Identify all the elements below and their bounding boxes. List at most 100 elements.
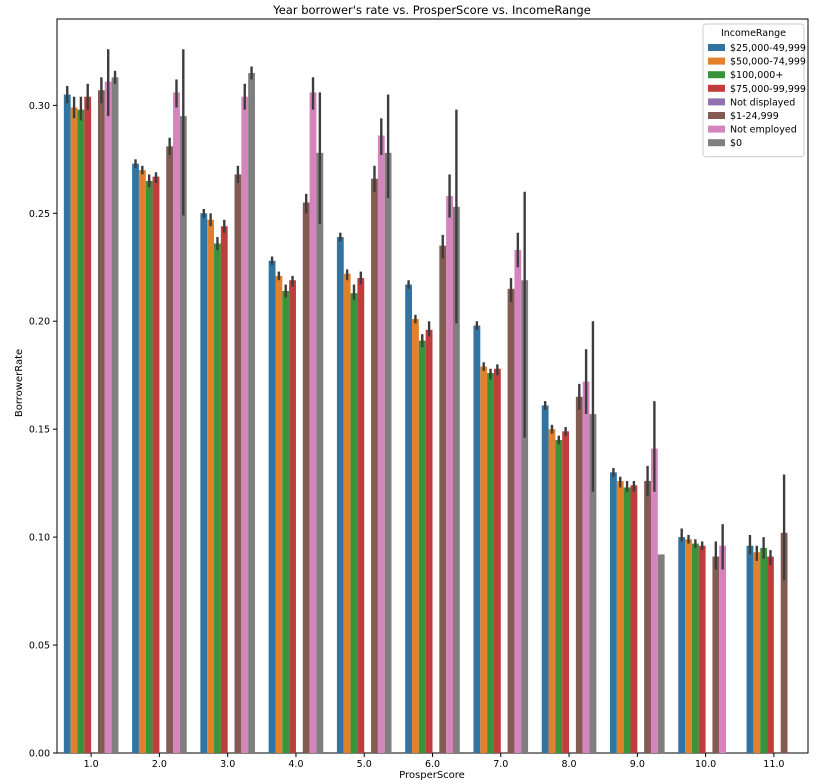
legend-item-label: $50,000-74,999	[730, 57, 806, 68]
x-tick-label: 11.0	[763, 759, 784, 770]
y-tick-label: 0.15	[29, 425, 50, 436]
bar	[589, 414, 597, 753]
legend-swatch	[708, 98, 725, 106]
bar	[418, 340, 426, 753]
x-tick-label: 10.0	[695, 759, 716, 770]
bar	[493, 368, 501, 753]
legend-swatch	[708, 139, 725, 147]
bar	[548, 429, 556, 753]
legend-item-label: $25,000-49,999	[730, 43, 806, 54]
bar	[350, 293, 358, 753]
bar	[268, 260, 276, 753]
y-tick-label: 0.25	[29, 209, 50, 220]
bar	[650, 448, 658, 753]
bar	[712, 556, 720, 753]
bar	[760, 547, 768, 753]
bar	[562, 431, 570, 753]
bar	[132, 163, 139, 753]
y-tick-label: 0.10	[29, 533, 50, 544]
legend-title: IncomeRange	[721, 28, 786, 39]
legend-item-label: $0	[730, 138, 742, 149]
y-axis: 0.00 0.05 0.10 0.15 0.20 0.25 0.30	[29, 101, 57, 760]
bar	[111, 77, 119, 754]
chart-title: Year borrower's rate vs. ProsperScore vs…	[272, 3, 591, 17]
x-tick-label: 9.0	[630, 759, 645, 770]
bar	[446, 196, 453, 753]
error-bars-layer	[66, 49, 786, 581]
bar	[166, 146, 174, 753]
x-axis: 1.0 2.0 3.0 4.0 5.0 6.0 7.0 8.0 9.0 10.0 11.0	[84, 753, 784, 770]
bar	[138, 170, 146, 753]
bar	[575, 396, 583, 753]
x-tick-label: 1.0	[84, 759, 99, 770]
bar	[685, 539, 692, 753]
bar	[521, 280, 529, 753]
bar	[452, 206, 460, 753]
legend-swatch	[708, 84, 725, 92]
x-tick-label: 5.0	[357, 759, 372, 770]
bar	[371, 178, 378, 753]
bar	[616, 480, 624, 753]
legend-swatch	[708, 44, 725, 51]
bar	[780, 532, 788, 753]
bar	[97, 90, 105, 754]
bar	[473, 325, 481, 753]
bar	[309, 92, 317, 753]
bar	[657, 554, 665, 753]
bar	[275, 275, 283, 753]
bar	[77, 109, 85, 754]
legend-item-label: $1-24,999	[730, 111, 779, 122]
bar	[377, 135, 385, 753]
legend-box	[702, 23, 805, 158]
bar	[678, 537, 686, 753]
bar	[241, 96, 249, 754]
bar	[289, 280, 296, 753]
legend-item-label: $100,000+	[730, 70, 783, 81]
x-tick-label: 6.0	[425, 759, 440, 770]
bar	[644, 480, 651, 753]
x-tick-label: 7.0	[493, 759, 508, 770]
bar	[282, 291, 290, 753]
bar	[179, 116, 187, 753]
bar	[63, 94, 71, 753]
bar	[610, 472, 617, 753]
legend-swatch	[708, 112, 725, 119]
legend-item-label: Not employed	[730, 125, 797, 136]
legend-item-label: $75,000-99,999	[730, 84, 806, 95]
bar	[145, 180, 153, 753]
bar	[746, 545, 754, 753]
legend-swatch	[708, 125, 725, 133]
bar	[425, 329, 433, 753]
bars-layer	[63, 72, 788, 754]
bar	[104, 81, 112, 754]
bar	[767, 556, 774, 753]
bar	[507, 288, 515, 753]
bar	[152, 176, 160, 754]
bar	[487, 373, 494, 753]
bar	[220, 226, 228, 753]
bar	[630, 485, 638, 753]
bar	[357, 278, 365, 753]
bar	[541, 405, 549, 753]
bar	[173, 92, 180, 753]
bar	[412, 319, 419, 753]
bar	[582, 381, 590, 753]
x-axis-label: ProsperScore	[399, 770, 465, 781]
bar	[691, 543, 699, 753]
x-tick-label: 4.0	[288, 759, 303, 770]
bar	[555, 439, 563, 753]
legend-swatch	[708, 57, 725, 65]
bar	[336, 237, 344, 754]
x-tick-label: 8.0	[561, 759, 576, 770]
bar	[439, 245, 447, 753]
bar	[70, 107, 78, 753]
bar	[302, 202, 310, 753]
y-axis-label: BorrowerRate	[14, 349, 25, 417]
bar	[405, 284, 413, 753]
bar	[207, 219, 215, 753]
bar	[200, 213, 208, 754]
y-tick-label: 0.05	[29, 641, 50, 652]
bar	[84, 96, 92, 754]
bar	[753, 552, 761, 753]
